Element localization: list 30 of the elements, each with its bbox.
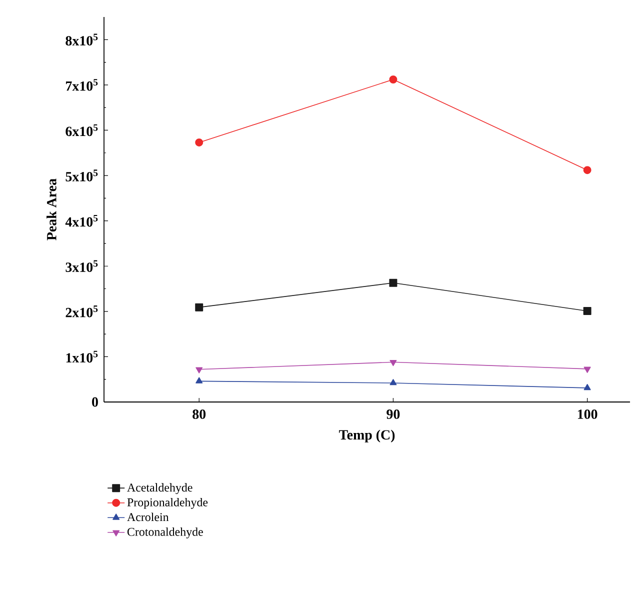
x-tick-label: 90 bbox=[386, 410, 400, 419]
point bbox=[195, 303, 204, 312]
point bbox=[389, 76, 398, 84]
point bbox=[195, 138, 204, 146]
point bbox=[390, 360, 397, 366]
x-tick-label: 100 bbox=[578, 410, 598, 419]
y-tick-label: 0 bbox=[92, 397, 98, 407]
legend-label: Crotonaldehyde bbox=[127, 527, 203, 538]
point bbox=[584, 384, 591, 390]
y-tick-label: 2x10$^{5}$ bbox=[66, 306, 98, 318]
point bbox=[584, 366, 591, 373]
legend-label: Acetaldehyde bbox=[127, 483, 192, 494]
y-tick-label: 7x10$^{5}$ bbox=[66, 79, 98, 91]
x-tick-label: 80 bbox=[192, 410, 206, 419]
point bbox=[583, 166, 592, 174]
y-tick-label: 6x10$^{5}$ bbox=[66, 124, 98, 136]
y-tick-label: 8x10$^{5}$ bbox=[66, 34, 98, 46]
point bbox=[196, 377, 203, 384]
y-axis-title: Peak Area bbox=[46, 178, 56, 240]
point bbox=[390, 378, 397, 386]
point bbox=[196, 367, 203, 374]
legend-label: Acrolein bbox=[127, 512, 169, 522]
y-tick-label: 5x10$^{5}$ bbox=[66, 170, 98, 182]
point bbox=[389, 278, 398, 287]
x-axis-title: Temp (C) bbox=[339, 430, 395, 442]
point bbox=[583, 306, 592, 315]
y-tick-label: 4x10$^{5}$ bbox=[65, 214, 98, 227]
y-tick-label: 1x10$^{5}$ bbox=[66, 350, 98, 363]
legend-label: Propionaldehyde bbox=[127, 498, 208, 509]
y-tick-label: 3x10$^{5}$ bbox=[66, 260, 98, 272]
